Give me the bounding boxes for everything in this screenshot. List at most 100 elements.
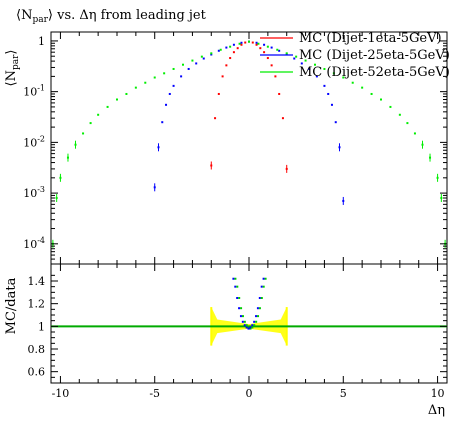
x-tick-label: 5 <box>340 387 347 400</box>
ratio-plot-marks <box>51 277 447 346</box>
data-point <box>106 105 109 108</box>
ratio-point <box>245 324 248 327</box>
data-point <box>413 132 416 135</box>
data-point <box>229 45 232 48</box>
data-point <box>168 92 171 95</box>
data-point <box>278 92 281 95</box>
data-point <box>308 67 311 70</box>
series-group <box>210 40 288 173</box>
x-tick-label: 10 <box>431 387 445 400</box>
data-point <box>219 48 222 51</box>
ratio-y-tick-label: 1 <box>38 320 45 333</box>
main-y-tick-label: 10-1 <box>23 84 45 99</box>
data-point <box>263 43 266 46</box>
data-point <box>332 72 335 75</box>
data-point <box>165 103 168 106</box>
data-point <box>304 59 307 62</box>
data-point <box>314 63 316 66</box>
data-point <box>285 52 288 55</box>
ratio-point <box>255 320 258 323</box>
data-point <box>330 103 333 106</box>
data-point <box>232 51 235 54</box>
ratio-point <box>234 277 237 280</box>
ratio-point <box>256 307 259 310</box>
data-point <box>323 67 326 70</box>
data-point <box>263 51 266 54</box>
data-point <box>295 55 298 58</box>
data-point <box>274 75 277 78</box>
data-point <box>270 46 273 49</box>
data-point <box>116 98 118 101</box>
ratio-y-tick-label: 0.8 <box>28 343 46 356</box>
series-group <box>51 40 447 248</box>
x-axis-label: Δη <box>428 403 445 418</box>
data-point <box>225 64 228 67</box>
legend: MC (Dijet-1eta-5GeV) MC (Dijet-25eta-5GeV… <box>260 31 450 80</box>
ratio-plot-frame <box>50 263 448 384</box>
data-point <box>172 67 175 70</box>
main-plot-marks <box>51 40 447 248</box>
chart-title: ⟨Npar⟩ vs. Δη from leading jet <box>16 8 207 25</box>
data-point <box>300 62 303 65</box>
data-point <box>125 92 128 95</box>
data-point <box>232 43 235 46</box>
ratio-point <box>264 277 267 280</box>
data-point <box>202 57 205 60</box>
data-point <box>195 62 198 65</box>
data-point <box>214 117 217 120</box>
ratio-point <box>234 285 237 288</box>
data-point <box>238 42 241 45</box>
ratio-point <box>262 285 265 288</box>
ratio-point <box>245 326 248 329</box>
data-point <box>266 45 269 48</box>
ratio-point <box>240 307 243 310</box>
data-point <box>229 57 232 60</box>
main-y-tick-label: 10-4 <box>23 236 45 251</box>
ratio-point <box>232 277 235 280</box>
ratio-point <box>247 327 250 330</box>
ratio-point <box>255 315 258 318</box>
ratio-y-tick-label: 1.4 <box>28 275 46 288</box>
data-point <box>257 42 260 45</box>
data-point <box>82 132 85 135</box>
ratio-point <box>236 297 239 299</box>
ratio-y-axis-label: MC/data <box>4 277 19 334</box>
ratio-point <box>241 320 244 323</box>
ratio-point <box>262 277 265 280</box>
data-point <box>259 47 262 50</box>
data-point <box>293 57 296 60</box>
data-point <box>278 49 281 52</box>
data-point <box>370 92 373 95</box>
ratio-point <box>238 297 241 299</box>
ratio-point <box>239 315 242 318</box>
legend-entry: MC (Dijet-25eta-5GeV) <box>299 48 450 63</box>
data-point <box>315 75 318 78</box>
data-point <box>240 41 243 44</box>
data-point <box>210 53 213 56</box>
ratio-point <box>236 285 239 288</box>
data-point <box>244 41 247 44</box>
data-point <box>255 41 258 44</box>
ratio-point <box>243 324 246 327</box>
data-point <box>217 49 220 52</box>
ratio-point <box>241 315 244 318</box>
ratio-y-tick-label: 1.2 <box>28 298 46 311</box>
ratio-y-tick-label: 0.6 <box>28 366 46 379</box>
ratio-point <box>260 297 263 299</box>
data-point <box>89 122 92 125</box>
data-point <box>380 98 382 101</box>
data-point <box>351 81 354 84</box>
data-point <box>221 75 224 78</box>
data-point <box>270 64 273 67</box>
data-point <box>342 76 345 79</box>
main-plot-ticks: 1 10-1 10-2 10-3 10-4 <box>23 32 447 265</box>
data-point <box>240 43 243 46</box>
ratio-point <box>249 327 252 330</box>
ratio-point <box>249 326 252 329</box>
data-point <box>210 52 213 55</box>
data-point <box>182 63 184 66</box>
data-point <box>406 122 409 125</box>
ratio-point <box>238 307 241 310</box>
main-y-tick-label: 1 <box>38 35 45 48</box>
ratio-point <box>260 285 263 288</box>
